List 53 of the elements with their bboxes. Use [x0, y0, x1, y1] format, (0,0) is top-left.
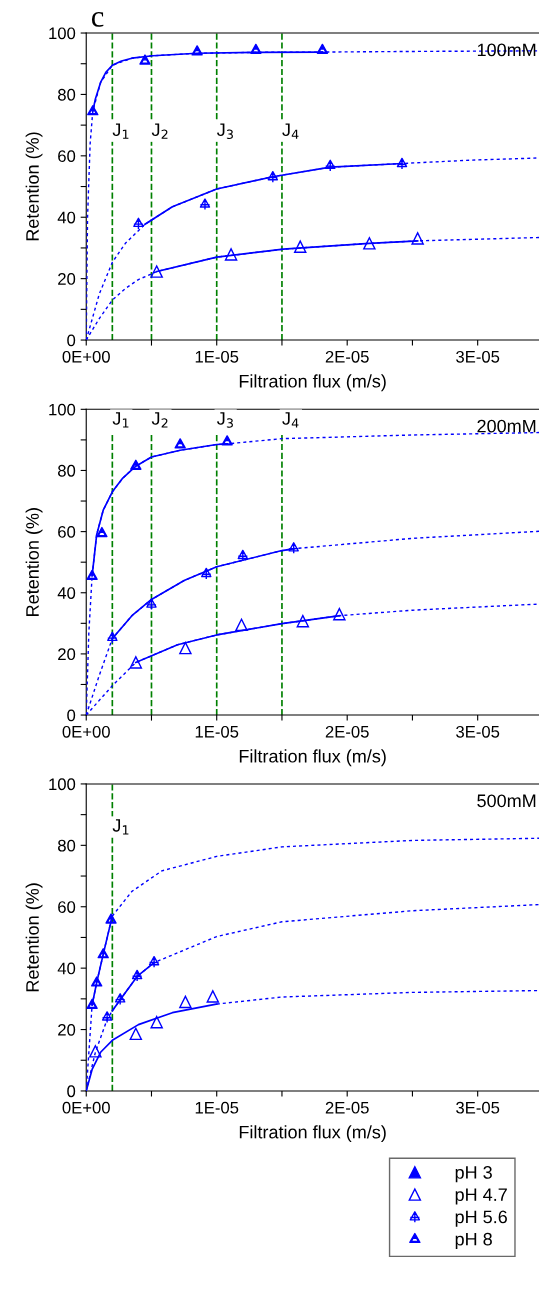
x-tick-label: 3E-05 — [456, 350, 500, 363]
x-axis-title: Filtration flux (m/s) — [239, 1125, 386, 1143]
y-tick-label: 60 — [58, 526, 76, 538]
y-tick-label: 40 — [57, 211, 76, 224]
chart-title: c — [91, 12, 104, 27]
legend-label: pH 3 — [455, 1166, 492, 1183]
x-tick-label: 3E-05 — [456, 725, 500, 738]
y-axis-title: Retention (%) — [25, 132, 43, 241]
x-axis-title: Filtration flux (m/s) — [239, 749, 386, 767]
x-tick-label: 0E+00 — [62, 1101, 110, 1114]
y-tick-label: 60 — [58, 901, 76, 913]
x-tick-label: 1E-05 — [195, 350, 239, 363]
x-tick-label: 2E-05 — [325, 350, 369, 363]
ref-line-label: J$_{4}$ — [282, 123, 299, 139]
y-tick-label: 100 — [49, 778, 76, 791]
legend-label: pH 5.6 — [455, 1210, 507, 1227]
y-tick-label: 80 — [58, 88, 76, 101]
x-axis-title: Filtration flux (m/s) — [239, 374, 386, 392]
y-tick-label: 20 — [58, 273, 76, 285]
y-tick-label: 80 — [58, 839, 76, 852]
x-tick-label: 3E-05 — [456, 1101, 500, 1114]
y-tick-label: 20 — [58, 1023, 76, 1036]
y-tick-label: 0 — [67, 709, 76, 722]
ref-line-label: J$_{4}$ — [282, 412, 299, 428]
legend-label: pH 4.7 — [455, 1188, 507, 1205]
y-tick-label: 100 — [49, 27, 76, 40]
annotation: 200mM — [477, 419, 536, 433]
y-tick-label: 100 — [49, 403, 76, 416]
x-tick-label: 0E+00 — [62, 725, 110, 738]
y-tick-label: 0 — [67, 334, 76, 347]
y-axis-title: Retention (%) — [25, 508, 43, 616]
ref-line-label: J$_{3}$ — [217, 412, 233, 428]
x-tick-label: 2E-05 — [325, 725, 369, 738]
x-tick-label: 0E+00 — [62, 350, 110, 363]
ref-line-label: J$_{2}$ — [151, 412, 168, 428]
x-tick-label: 2E-05 — [325, 1101, 369, 1114]
ref-line-label: J$_{3}$ — [217, 123, 233, 140]
y-axis-title: Retention (%) — [25, 883, 43, 992]
y-tick-label: 0 — [67, 1085, 76, 1098]
y-tick-label: 60 — [58, 150, 76, 163]
legend-label: pH 8 — [455, 1232, 492, 1250]
ref-line-label: J$_{1}$ — [112, 123, 129, 139]
y-tick-label: 40 — [57, 962, 76, 975]
annotation: 100mM — [477, 43, 536, 57]
ref-line-label: J$_{2}$ — [151, 123, 168, 139]
x-tick-label: 1E-05 — [195, 1101, 239, 1114]
ref-line-label: J$_{1}$ — [112, 412, 129, 428]
x-tick-label: 1E-05 — [195, 725, 239, 738]
y-tick-label: 80 — [58, 464, 76, 477]
annotation: 500mM — [477, 794, 536, 808]
ref-line-label: J$_{1}$ — [112, 819, 129, 835]
y-tick-label: 40 — [57, 587, 76, 599]
y-tick-label: 20 — [58, 648, 76, 661]
